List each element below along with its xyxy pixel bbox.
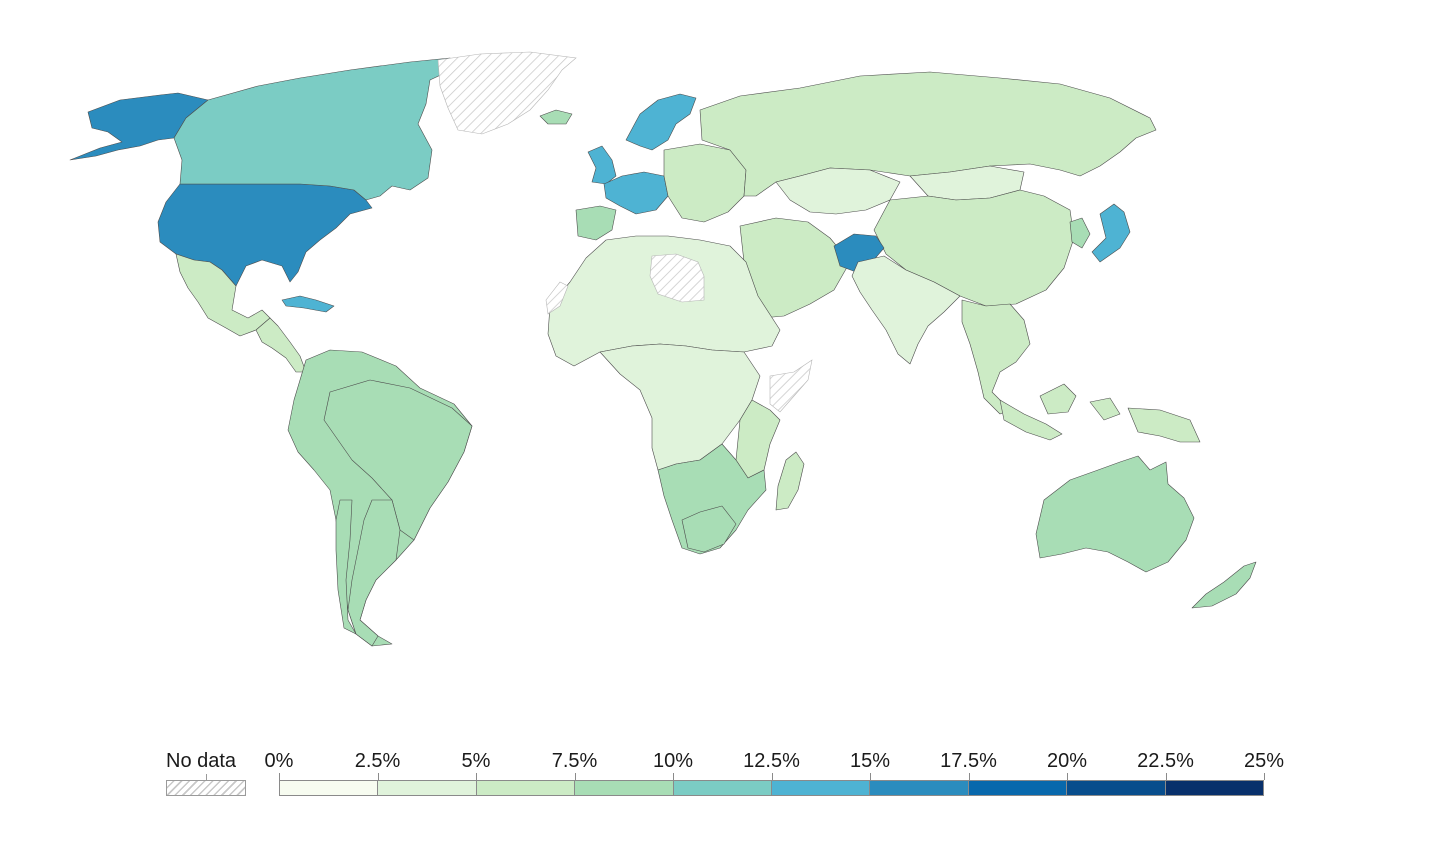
region-russia[interactable]: Russia — 5%–7.5%: [699, 71, 1157, 197]
legend-bin-3: [575, 781, 674, 795]
legend-tick-mark: [1264, 773, 1265, 780]
region-united-kingdom[interactable]: United Kingdom — 12.5%–15%: [587, 145, 617, 185]
region-southeast-asia[interactable]: Southeast Asia — 5%–7.5%: [961, 299, 1031, 415]
region-india[interactable]: India — 2.5%–5%: [851, 255, 961, 365]
legend-tick-mark: [673, 773, 674, 780]
region-iceland[interactable]: Iceland — 7.5%–10%: [539, 109, 573, 125]
legend-tick-mark: [279, 773, 280, 780]
region-north-africa[interactable]: North Africa — 2.5%–5%: [547, 235, 781, 367]
no-data-tick: [206, 774, 207, 780]
regions-layer: United States — 15%–17.5%Alaska — 15%–17…: [69, 51, 1257, 647]
legend-tick-label: 20%: [1046, 750, 1088, 772]
legend-tick-label: 2.5%: [354, 750, 401, 772]
region-korea[interactable]: Korea — 7.5%–10%: [1069, 217, 1091, 249]
legend-tick-mark: [377, 773, 379, 780]
region-afghanistan[interactable]: Afghanistan — 15%–17.5%: [833, 233, 885, 273]
legend-bin-9: [1165, 781, 1264, 795]
legend-bin-6: [870, 781, 969, 795]
region-alaska[interactable]: Alaska — 15%–17.5%: [69, 92, 209, 161]
world-map-svg: United States — 15%–17.5%Alaska — 15%–17…: [69, 51, 1257, 647]
region-western-sahara[interactable]: Western Sahara — No data: [545, 281, 569, 315]
region-australia[interactable]: Australia — 7.5%–10%: [1035, 455, 1195, 573]
region-libya[interactable]: Libya — No data: [649, 253, 705, 303]
region-japan[interactable]: Japan — 12.5%–15%: [1091, 203, 1131, 263]
legend-bin-2: [476, 781, 576, 795]
legend-tick-label: 17.5%: [940, 750, 997, 772]
region-central-america[interactable]: Central America — 5%–7.5%: [255, 317, 307, 373]
legend-tick-mark: [870, 773, 871, 780]
region-new-zealand[interactable]: New Zealand — 7.5%–10%: [1191, 561, 1257, 609]
region-greenland[interactable]: Greenland — No data: [437, 51, 577, 135]
legend-tick-mark: [574, 773, 576, 780]
legend-tick-label: 10%: [652, 750, 694, 772]
region-argentina[interactable]: Argentina — 7.5%–10%: [347, 499, 401, 647]
legend-tick-mark: [476, 773, 477, 780]
region-eastern-europe[interactable]: Eastern Europe — 5%–7.5%: [663, 143, 747, 223]
no-data-label: No data: [166, 750, 237, 772]
region-chile[interactable]: Chile — 7.5%–10%: [335, 499, 357, 635]
legend-tick-label: 25%: [1243, 750, 1285, 772]
no-data-swatch: [166, 780, 246, 796]
legend-tick-label: 15%: [849, 750, 891, 772]
legend-tick-mark: [1067, 773, 1068, 780]
legend-bin-5: [772, 781, 871, 795]
region-south-africa[interactable]: South Africa — 7.5%–10%: [681, 505, 737, 553]
legend-tick-mark: [771, 773, 773, 780]
world-map: United States — 15%–17.5%Alaska — 15%–17…: [69, 51, 1257, 647]
legend-tick-mark: [968, 773, 970, 780]
region-china[interactable]: China — 5%–7.5%: [873, 189, 1075, 307]
legend-bin-7: [968, 781, 1068, 795]
region-indonesia[interactable]: Indonesia — 5%–7.5%: [999, 383, 1201, 443]
region-western-europe[interactable]: Western Europe — 12.5%–15%: [603, 171, 669, 215]
legend-bin-4: [673, 781, 773, 795]
legend-tick-label: 5%: [461, 750, 491, 772]
legend-tick-label: 7.5%: [551, 750, 598, 772]
region-canada[interactable]: Canada — 10%–12.5%: [173, 57, 461, 201]
region-madagascar[interactable]: Madagascar — 5%–7.5%: [775, 451, 805, 511]
legend-bin-1: [378, 781, 477, 795]
legend-tick-mark: [1165, 773, 1167, 780]
region-scandinavia[interactable]: Scandinavia — 12.5%–15%: [625, 93, 697, 151]
legend-tick-label: 0%: [264, 750, 294, 772]
region-brazil[interactable]: Brazil — 7.5%–10%: [323, 379, 473, 541]
legend-tick-label: 22.5%: [1137, 750, 1194, 772]
region-iberia[interactable]: Iberia — 7.5%–10%: [575, 205, 617, 241]
legend-bin-0: [280, 781, 379, 795]
region-somalia[interactable]: Somalia — No data: [769, 359, 813, 413]
map-legend: No data 0% 2.5% 5% 7.5% 10% 12.5% 15% 17.5% 20% 2…: [0, 740, 1430, 810]
region-central-africa[interactable]: Central Africa — 2.5%–5%: [599, 343, 761, 471]
color-scale-bar: [279, 780, 1264, 796]
region-cuba[interactable]: Cuba — 12.5%–15%: [281, 295, 335, 313]
legend-tick-label: 12.5%: [743, 750, 800, 772]
legend-bin-8: [1067, 781, 1166, 795]
